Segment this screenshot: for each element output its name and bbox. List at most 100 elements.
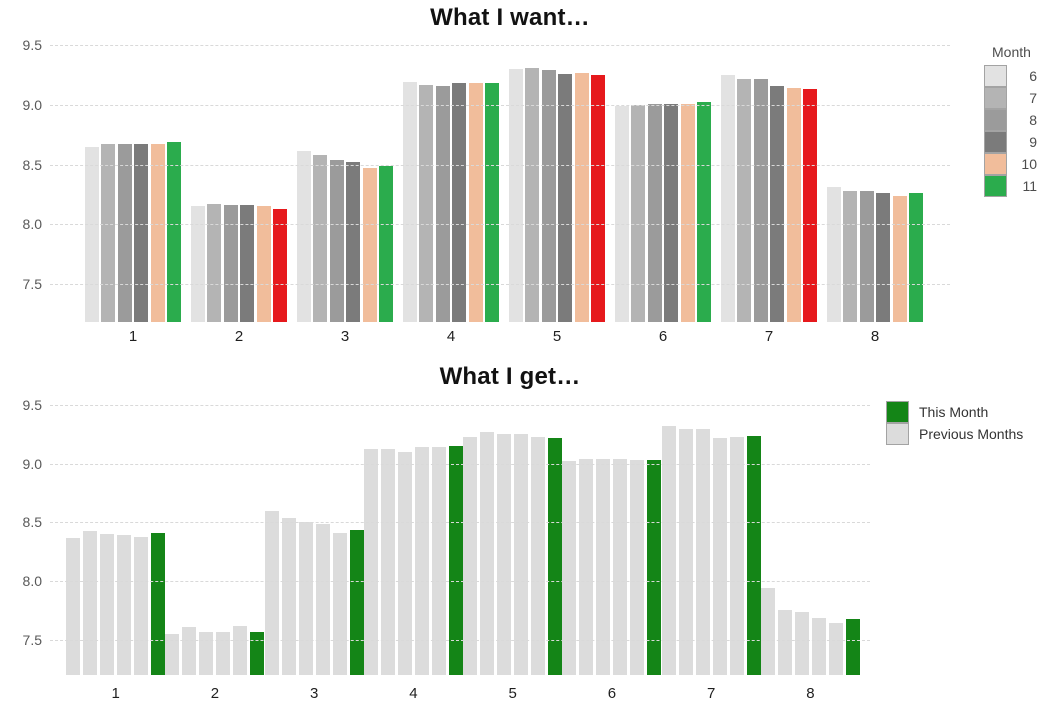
legend-swatch-icon	[886, 401, 909, 423]
x-tick-label: 6	[658, 328, 668, 345]
legend-entry-6: 6	[984, 65, 1037, 87]
legend-swatch-icon	[984, 108, 1007, 131]
bar-10	[574, 72, 589, 322]
bar-previous-2	[182, 626, 197, 675]
bar-11	[167, 141, 182, 322]
bar-group-7	[661, 398, 761, 675]
bar-previous-1	[165, 633, 180, 675]
bar-previous-2	[380, 448, 395, 675]
legend-label: 7	[1029, 90, 1037, 106]
bar-previous-4	[117, 535, 132, 675]
bar-previous-4	[315, 523, 330, 675]
bar-previous-4	[514, 434, 529, 675]
bar-previous-1	[264, 510, 279, 675]
bar-previous-2	[777, 610, 792, 675]
y-tick-label: 8.5	[22, 156, 42, 173]
bar-9	[134, 144, 149, 322]
x-tick-label: 8	[806, 685, 815, 702]
bar-11	[485, 83, 500, 322]
bar-group-4	[398, 38, 504, 322]
bar-previous-1	[66, 537, 81, 675]
legend-label: 11	[1022, 178, 1037, 194]
bar-9	[452, 83, 467, 322]
x-tick-label: 4	[446, 328, 456, 345]
bar-6	[508, 69, 523, 322]
bar-group-5	[504, 38, 610, 322]
legend-swatch-icon	[984, 65, 1007, 87]
plot-area	[50, 38, 950, 322]
bar-previous-5	[729, 436, 744, 675]
legend-entry-this-month: This Month	[886, 401, 1023, 423]
bar-group-1	[66, 398, 166, 675]
bar-7	[207, 203, 222, 322]
bar-8	[541, 70, 556, 322]
bar-8	[753, 78, 768, 322]
bar-6	[826, 187, 841, 322]
x-axis: 1 2 3 4 5 6 7 8	[80, 328, 928, 350]
legend-label: Previous Months	[919, 426, 1024, 442]
x-tick-label: 1	[128, 328, 138, 345]
chart-title: What I get…	[439, 363, 581, 390]
bar-previous-3	[695, 428, 710, 675]
bar-6	[720, 75, 735, 322]
legend-entries: This Month Previous Months	[886, 401, 1023, 445]
gridline	[50, 224, 950, 226]
x-tick-label: 6	[607, 685, 617, 702]
bar-10	[786, 88, 801, 322]
bar-group-1	[80, 38, 186, 322]
gridline	[50, 639, 870, 641]
bar-10	[892, 195, 907, 322]
legend-swatch-icon	[984, 152, 1007, 175]
bar-8	[435, 85, 450, 322]
legend-label: This Month	[919, 404, 989, 420]
bar-group-7	[716, 38, 822, 322]
legend-entry-previous-months: Previous Months	[886, 422, 1024, 445]
gridline	[50, 405, 870, 406]
bar-group-4	[363, 398, 463, 675]
bar-11	[909, 193, 924, 322]
bar-this-month	[845, 618, 860, 675]
gridline	[50, 522, 870, 524]
legend-swatch-icon	[984, 130, 1007, 153]
x-tick-label: 3	[309, 685, 319, 702]
bar-9	[240, 205, 255, 322]
legend-label: 6	[1029, 68, 1037, 84]
bar-previous-2	[281, 517, 296, 675]
x-tick-label: 3	[340, 328, 350, 345]
bar-previous-2	[480, 432, 495, 675]
bar-previous-1	[760, 588, 775, 675]
legend-this-month: This Month Previous Months	[886, 401, 1023, 445]
legend-month: Month 6 7 8 9 10 11	[984, 44, 1037, 197]
gridline	[50, 104, 950, 106]
bar-previous-3	[100, 534, 115, 675]
bar-9	[664, 103, 679, 322]
legend-entry-10: 10	[984, 152, 1037, 175]
bar-9	[876, 193, 891, 322]
bar-previous-3	[397, 452, 412, 675]
y-axis: 7.5 8.0 8.5 9.0 9.5	[0, 397, 46, 675]
bar-previous-1	[363, 448, 378, 675]
bar-previous-3	[298, 522, 313, 675]
bar-previous-5	[828, 623, 843, 675]
bar-previous-4	[414, 447, 429, 675]
y-tick-label: 8.5	[22, 514, 42, 531]
bar-previous-1	[562, 461, 577, 675]
bar-group-3	[264, 398, 364, 675]
bar-previous-3	[497, 434, 512, 675]
bar-7	[631, 104, 646, 322]
legend-entry-11: 11	[984, 174, 1037, 197]
bar-previous-5	[431, 447, 446, 675]
x-tick-label: 1	[111, 685, 120, 702]
bar-previous-4	[811, 617, 826, 675]
x-tick-label: 5	[552, 328, 562, 345]
y-tick-label: 9.5	[22, 37, 42, 54]
bar-previous-3	[596, 459, 611, 675]
bar-6	[296, 151, 311, 322]
bar-previous-5	[233, 625, 248, 675]
legend-entry-8: 8	[984, 108, 1037, 131]
chart-what-i-get: What I get… 7.5 8.0 8.5 9.0 9.5 1 2 3 4 5 6 7 8 Thi…	[0, 355, 1040, 728]
bar-group-8	[822, 38, 928, 322]
bar-8	[117, 144, 132, 322]
x-tick-label: 2	[210, 685, 220, 702]
legend-swatch-icon	[984, 174, 1007, 197]
